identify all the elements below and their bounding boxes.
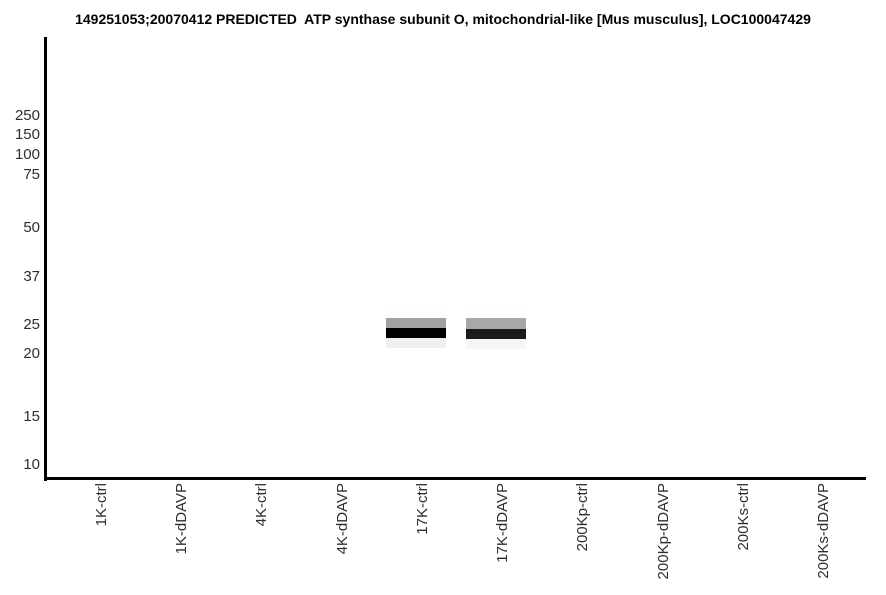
y-tick-label-20: 20 [23,345,40,362]
lane-label-200Kp-dDAVP: 200Kp-dDAVP [655,483,672,580]
band-strip [466,329,526,339]
y-tick-label-37: 37 [23,268,40,285]
band-strip [386,328,446,338]
band-strip [466,339,526,349]
chart-title: 149251053;20070412 PREDICTED ATP synthas… [75,11,811,27]
lane-label-1K-dDAVP: 1K-dDAVP [173,483,190,555]
y-tick-label-75: 75 [23,166,40,183]
lane-label-17K-dDAVP: 17K-dDAVP [494,483,511,563]
band-strip [386,338,446,348]
band-strip [466,307,526,318]
band-strip [386,308,446,318]
y-axis-line [44,37,47,481]
y-tick-label-100: 100 [14,146,40,163]
band-strip [466,318,526,329]
x-axis-line [44,477,866,480]
band-strip [386,318,446,328]
lane-label-200Ks-ctrl: 200Ks-ctrl [735,483,752,551]
y-tick-label-250: 250 [14,107,40,124]
y-tick-label-25: 25 [23,316,40,333]
lane-label-200Ks-dDAVP: 200Ks-dDAVP [815,483,832,579]
lane-label-17K-ctrl: 17K-ctrl [414,483,431,535]
y-tick-label-50: 50 [23,219,40,236]
lane-label-1K-ctrl: 1K-ctrl [93,483,110,527]
lane-label-4K-ctrl: 4K-ctrl [253,483,270,527]
y-tick-label-150: 150 [14,126,40,143]
lane-label-200Kp-ctrl: 200Kp-ctrl [574,483,591,552]
lane-label-4K-dDAVP: 4K-dDAVP [334,483,351,555]
y-tick-label-15: 15 [23,408,40,425]
y-tick-label-10: 10 [23,456,40,473]
